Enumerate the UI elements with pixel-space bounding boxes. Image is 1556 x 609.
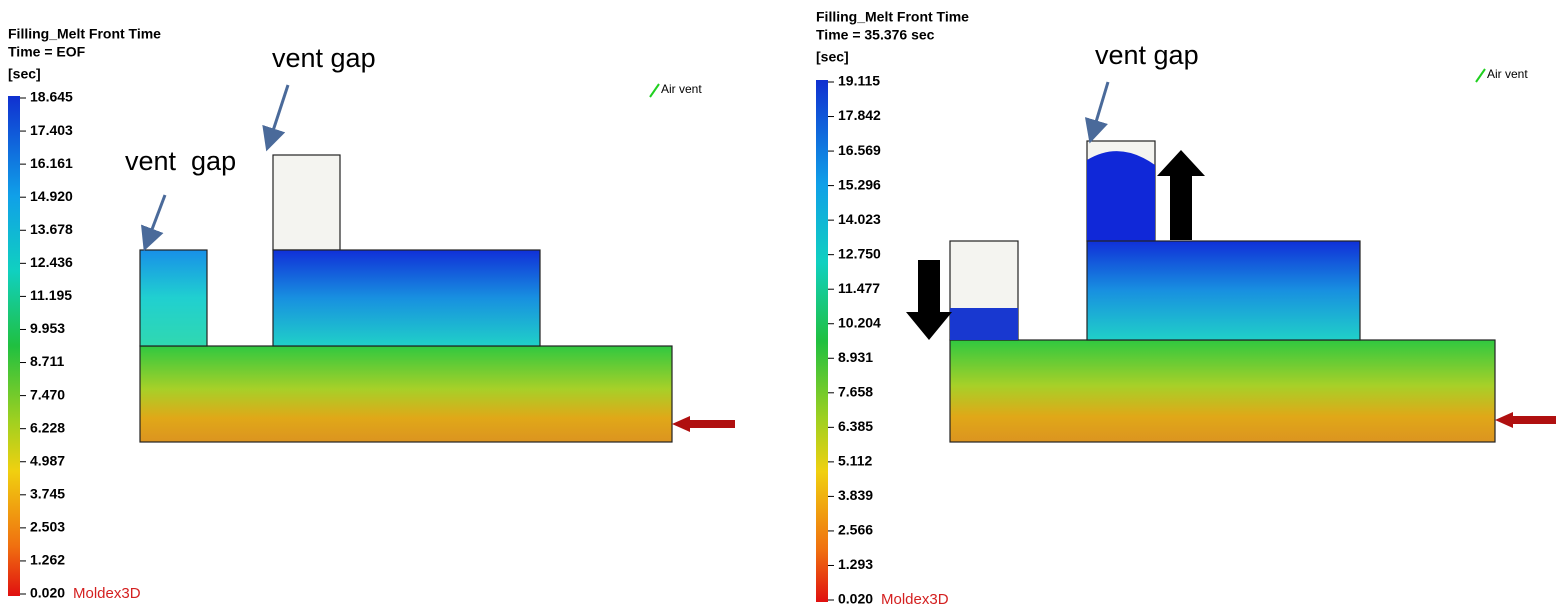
scale-label: 16.569 bbox=[838, 142, 881, 158]
scale-label: 19.115 bbox=[838, 73, 880, 89]
air-vent-label: Air vent bbox=[1487, 67, 1528, 81]
scale-label: 5.112 bbox=[838, 453, 872, 469]
scale-label: 12.750 bbox=[838, 245, 881, 261]
annotation-arrows-left bbox=[141, 84, 290, 252]
annotation: vent gap bbox=[125, 146, 236, 176]
brand: Moldex3D bbox=[881, 591, 949, 608]
annotation-arrows-right bbox=[1084, 81, 1110, 144]
brand: Moldex3D bbox=[73, 585, 141, 602]
scale-label: 1.262 bbox=[30, 552, 65, 568]
unit-label: [sec] bbox=[816, 49, 849, 65]
scale-label: 18.645 bbox=[30, 89, 73, 105]
scale-label: 15.296 bbox=[838, 176, 881, 192]
scale-label: 7.470 bbox=[30, 386, 65, 402]
scale-label: 12.436 bbox=[30, 254, 73, 270]
scale-label: 2.503 bbox=[30, 519, 65, 535]
scale-label: 4.987 bbox=[30, 452, 65, 468]
unit-label: [sec] bbox=[8, 66, 41, 82]
scale-label: 17.842 bbox=[838, 107, 881, 123]
scale-label: 14.920 bbox=[30, 188, 73, 204]
scale-label: 16.161 bbox=[30, 155, 73, 171]
air-vent-icon bbox=[1475, 68, 1486, 83]
color-scale bbox=[816, 80, 828, 602]
model-left bbox=[139, 154, 735, 443]
scale-label: 7.658 bbox=[838, 384, 873, 400]
scale-label: 8.931 bbox=[838, 349, 873, 365]
scale-label: 17.403 bbox=[30, 122, 73, 138]
time-label: Time = 35.376 sec bbox=[816, 27, 935, 43]
annotation: vent gap bbox=[1095, 40, 1199, 70]
scale-label: 8.711 bbox=[30, 353, 64, 369]
scale-label: 13.678 bbox=[30, 221, 73, 237]
scale-label: 0.020 bbox=[30, 585, 65, 601]
color-scale bbox=[8, 96, 20, 596]
scale-label: 9.953 bbox=[30, 320, 65, 336]
scale-label: 1.293 bbox=[838, 556, 873, 572]
scale-label: 2.566 bbox=[838, 522, 873, 538]
scale-label: 11.195 bbox=[30, 287, 72, 303]
air-vent-icon bbox=[649, 83, 660, 98]
scale-label: 3.745 bbox=[30, 486, 65, 502]
panel-title: Filling_Melt Front Time bbox=[8, 26, 161, 42]
scale-label: 6.228 bbox=[30, 419, 65, 435]
scale-label: 14.023 bbox=[838, 211, 881, 227]
scale-label: 3.839 bbox=[838, 487, 873, 503]
annotation: vent gap bbox=[272, 43, 376, 73]
time-label: Time = EOF bbox=[8, 44, 86, 60]
scale-label: 6.385 bbox=[838, 418, 873, 434]
scale-label: 10.204 bbox=[838, 314, 881, 330]
direction-arrows bbox=[906, 150, 1205, 340]
air-vent-label: Air vent bbox=[661, 82, 702, 96]
model-right bbox=[949, 140, 1556, 443]
scale-label: 0.020 bbox=[838, 591, 873, 607]
panel-title: Filling_Melt Front Time bbox=[816, 9, 969, 25]
scale-label: 11.477 bbox=[838, 280, 880, 296]
